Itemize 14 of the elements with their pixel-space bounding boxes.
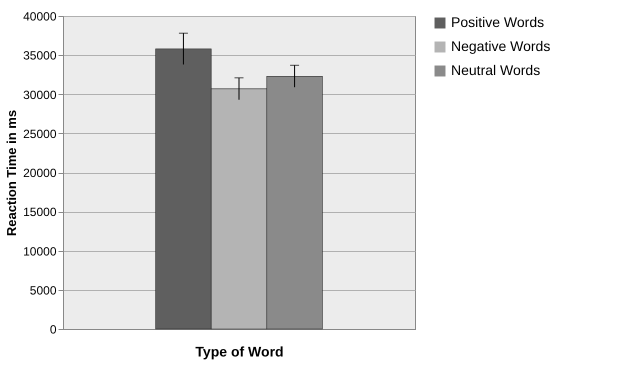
- y-tick-label: 25000: [23, 126, 57, 141]
- y-tick-label: 5000: [30, 283, 57, 298]
- y-tick-label: 15000: [23, 205, 57, 220]
- legend-label: Neutral Words: [451, 62, 540, 78]
- legend-label: Positive Words: [451, 14, 544, 30]
- y-tick-label: 0: [50, 322, 57, 336]
- y-tick-label: 40000: [23, 10, 57, 24]
- x-axis-title: Type of Word: [195, 344, 284, 360]
- y-tick-label: 35000: [23, 48, 57, 63]
- y-tick-label: 10000: [23, 244, 57, 258]
- y-tick-label: 20000: [23, 166, 57, 180]
- y-axis-title: Reaction Time in ms: [4, 110, 20, 236]
- y-tick-label: 30000: [23, 88, 57, 102]
- legend-label: Negative Words: [451, 38, 550, 54]
